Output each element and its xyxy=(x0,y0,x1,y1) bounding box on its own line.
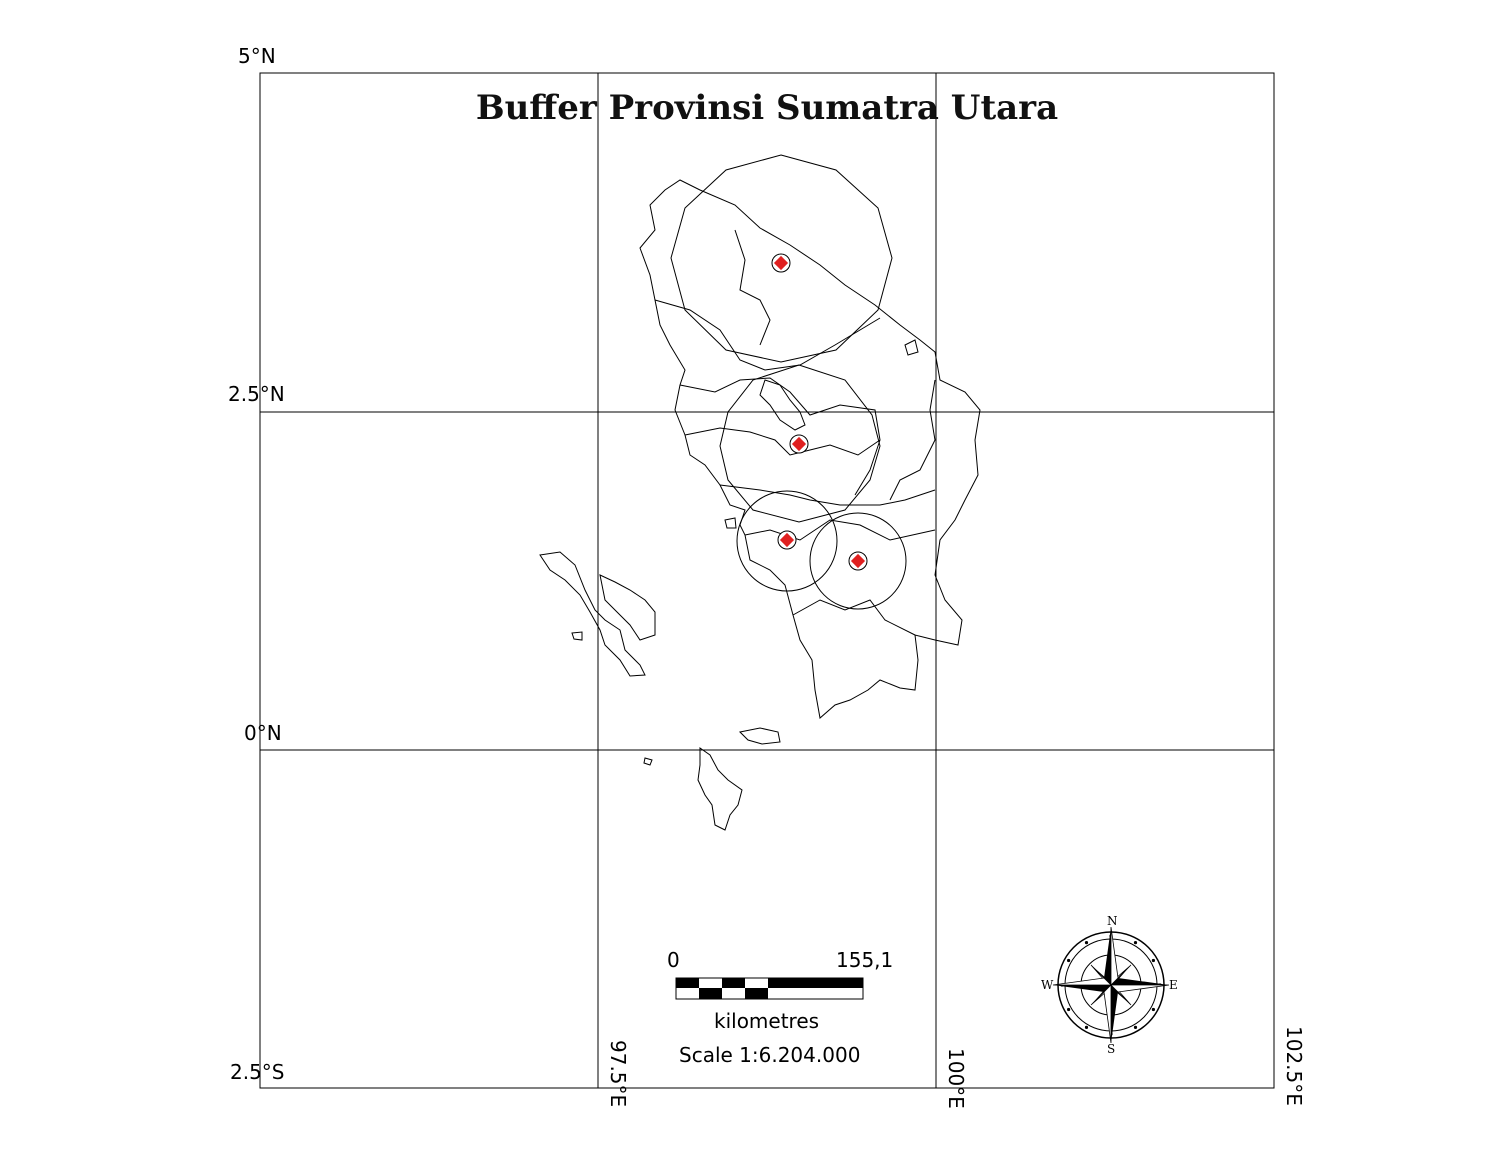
lon-label-100e: 100°E xyxy=(944,1048,968,1109)
lat-label-0n: 0°N xyxy=(244,721,282,745)
island-east-nias xyxy=(599,574,656,641)
small-island-2 xyxy=(643,757,653,766)
regency-boundary-6 xyxy=(792,599,916,636)
buffer-points xyxy=(771,253,868,571)
lake-toba-outline xyxy=(759,379,806,431)
buffer-ring-sibolga xyxy=(736,490,838,592)
small-island-4 xyxy=(724,517,737,529)
compass-n-label: N xyxy=(1107,914,1118,928)
province-boundaries xyxy=(539,179,981,831)
regency-boundary-8 xyxy=(734,229,771,346)
regency-boundary-5 xyxy=(744,519,936,541)
regency-boundary-7 xyxy=(889,379,936,501)
batu-islands xyxy=(697,747,743,831)
buffer-point-1 xyxy=(771,253,791,273)
scale-bar xyxy=(675,977,864,1000)
lon-label-102-5e: 102.5°E xyxy=(1282,1026,1306,1106)
regency-boundary-2 xyxy=(679,377,881,496)
compass-s-label: S xyxy=(1107,1042,1115,1056)
regency-boundary-4 xyxy=(719,484,936,506)
scale-ratio-label: Scale 1:6.204.000 xyxy=(679,1043,861,1067)
compass-w-label: W xyxy=(1041,978,1054,992)
buffer-point-2 xyxy=(789,434,809,454)
buffer-ring-padangsidimpuan xyxy=(809,512,907,610)
nias-island xyxy=(539,551,646,677)
buffer-rings xyxy=(670,154,907,610)
lat-label-2-5n: 2.5°N xyxy=(228,382,285,406)
scale-end-label: 155,1 xyxy=(836,948,894,972)
buffer-point-3 xyxy=(777,530,797,550)
buffer-ring-toba xyxy=(719,364,881,523)
map-frame xyxy=(259,72,1275,1089)
lat-label-5n: 5°N xyxy=(238,44,276,68)
regency-boundary-3 xyxy=(684,427,881,456)
small-island-5 xyxy=(904,339,919,356)
mainland-outline xyxy=(639,179,981,719)
buffer-ring-medan xyxy=(670,154,893,363)
map-title: Buffer Provinsi Sumatra Utara xyxy=(475,88,1059,128)
compass-e-label: E xyxy=(1169,978,1178,992)
lat-label-2-5s: 2.5°S xyxy=(230,1060,285,1084)
north-arrow: N E S W xyxy=(1041,914,1178,1056)
lon-label-97-5e: 97.5°E xyxy=(606,1040,630,1108)
buffer-point-4 xyxy=(848,551,868,571)
small-island-1 xyxy=(738,727,781,745)
scale-unit-label: kilometres xyxy=(714,1009,820,1033)
scale-start-label: 0 xyxy=(667,948,680,972)
small-island-3 xyxy=(571,631,583,641)
